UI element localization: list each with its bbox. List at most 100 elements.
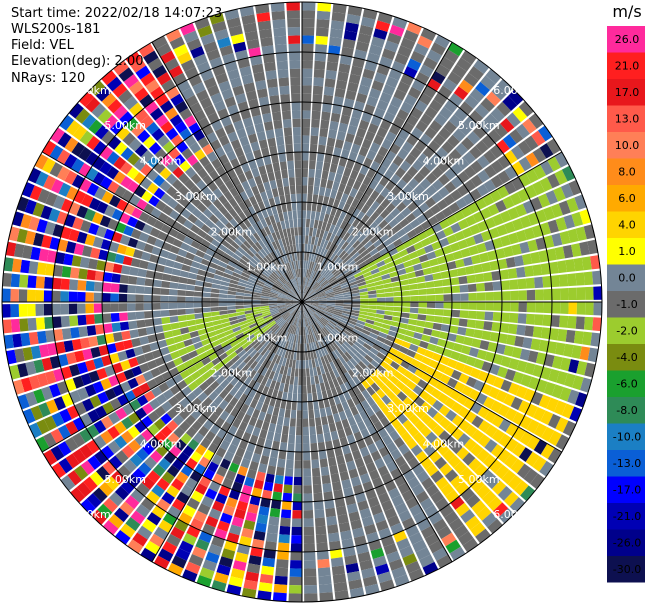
velocity-gate xyxy=(353,535,367,547)
velocity-gate xyxy=(263,268,271,276)
velocity-gate xyxy=(519,348,531,361)
velocity-gate xyxy=(501,291,511,301)
velocity-gate xyxy=(553,186,566,202)
velocity-gate xyxy=(218,302,228,307)
velocity-gate xyxy=(314,332,319,341)
velocity-gate xyxy=(295,168,302,178)
velocity-gate xyxy=(306,317,310,327)
velocity-gate xyxy=(331,155,340,165)
velocity-gate xyxy=(334,173,343,183)
velocity-gate xyxy=(352,484,364,495)
velocity-gate xyxy=(245,315,255,321)
velocity-gate xyxy=(286,253,291,263)
velocity-gate xyxy=(297,335,301,344)
velocity-gate xyxy=(384,287,394,293)
velocity-gate xyxy=(315,534,328,544)
velocity-gate xyxy=(286,315,293,323)
velocity-gate xyxy=(459,284,469,293)
velocity-gate xyxy=(253,149,263,160)
velocity-gate xyxy=(455,142,469,156)
velocity-gate xyxy=(314,236,319,246)
velocity-gate xyxy=(125,117,139,132)
velocity-gate xyxy=(219,512,233,524)
velocity-gate xyxy=(222,161,233,173)
velocity-gate xyxy=(316,10,331,21)
velocity-gate xyxy=(229,319,239,326)
velocity-gate xyxy=(309,305,318,310)
velocity-gate xyxy=(324,187,332,198)
velocity-gate xyxy=(364,217,374,228)
velocity-gate xyxy=(406,229,417,239)
velocity-gate xyxy=(227,443,238,455)
velocity-gate xyxy=(202,302,211,308)
velocity-gate xyxy=(277,267,284,276)
velocity-gate xyxy=(510,290,519,301)
velocity-gate xyxy=(105,476,120,491)
velocity-gate xyxy=(292,288,298,296)
velocity-gate xyxy=(170,93,184,107)
velocity-gate xyxy=(239,492,251,504)
velocity-gate xyxy=(290,367,296,377)
velocity-gate xyxy=(249,460,259,472)
velocity-gate xyxy=(197,328,207,336)
velocity-gate xyxy=(285,298,294,301)
velocity-gate xyxy=(308,317,313,326)
velocity-gate xyxy=(516,360,528,373)
velocity-gate xyxy=(286,152,294,162)
velocity-gate xyxy=(406,271,416,279)
velocity-gate xyxy=(400,73,414,86)
velocity-gate xyxy=(383,339,394,347)
velocity-gate xyxy=(415,547,431,560)
velocity-gate xyxy=(302,243,305,253)
velocity-gate xyxy=(256,333,265,342)
velocity-gate xyxy=(323,432,332,442)
velocity-gate xyxy=(290,85,301,94)
velocity-gate xyxy=(282,274,289,282)
velocity-gate xyxy=(293,302,302,305)
velocity-gate xyxy=(309,296,318,300)
velocity-gate xyxy=(420,457,434,470)
velocity-gate xyxy=(267,277,275,284)
velocity-gate xyxy=(432,179,444,191)
velocity-gate xyxy=(329,540,342,551)
velocity-gate xyxy=(468,66,484,81)
velocity-gate xyxy=(277,298,286,301)
velocity-gate xyxy=(133,158,147,171)
velocity-gate xyxy=(160,223,172,234)
velocity-gate xyxy=(201,338,211,347)
velocity-gate xyxy=(308,306,316,312)
velocity-gate xyxy=(72,217,84,230)
velocity-gate xyxy=(231,176,241,187)
velocity-gate xyxy=(388,558,404,571)
velocity-gate xyxy=(111,231,123,243)
velocity-gate xyxy=(117,350,128,362)
velocity-gate xyxy=(273,213,280,223)
velocity-gate xyxy=(497,79,513,95)
velocity-gate xyxy=(235,299,244,302)
velocity-gate xyxy=(327,214,335,224)
velocity-gate xyxy=(392,238,403,248)
velocity-gate xyxy=(257,345,266,354)
velocity-gate xyxy=(431,437,444,450)
velocity-gate xyxy=(389,375,400,385)
velocity-gate xyxy=(239,393,248,404)
colorbar-tick-label: 4.0 xyxy=(618,219,636,232)
velocity-gate xyxy=(303,568,317,577)
velocity-gate xyxy=(269,145,278,156)
velocity-gate xyxy=(522,253,533,266)
velocity-gate xyxy=(381,323,391,330)
velocity-gate xyxy=(362,575,378,587)
velocity-gate xyxy=(371,252,382,260)
velocity-gate xyxy=(252,381,261,392)
velocity-gate xyxy=(290,551,302,561)
velocity-gate xyxy=(92,381,105,394)
velocity-gate xyxy=(38,248,49,262)
velocity-gate xyxy=(504,368,516,382)
velocity-gate xyxy=(291,401,297,411)
velocity-gate xyxy=(159,346,170,356)
velocity-gate xyxy=(266,207,274,217)
velocity-gate xyxy=(265,129,275,139)
velocity-gate xyxy=(252,294,261,298)
velocity-gate xyxy=(440,324,451,333)
velocity-gate xyxy=(341,353,350,363)
